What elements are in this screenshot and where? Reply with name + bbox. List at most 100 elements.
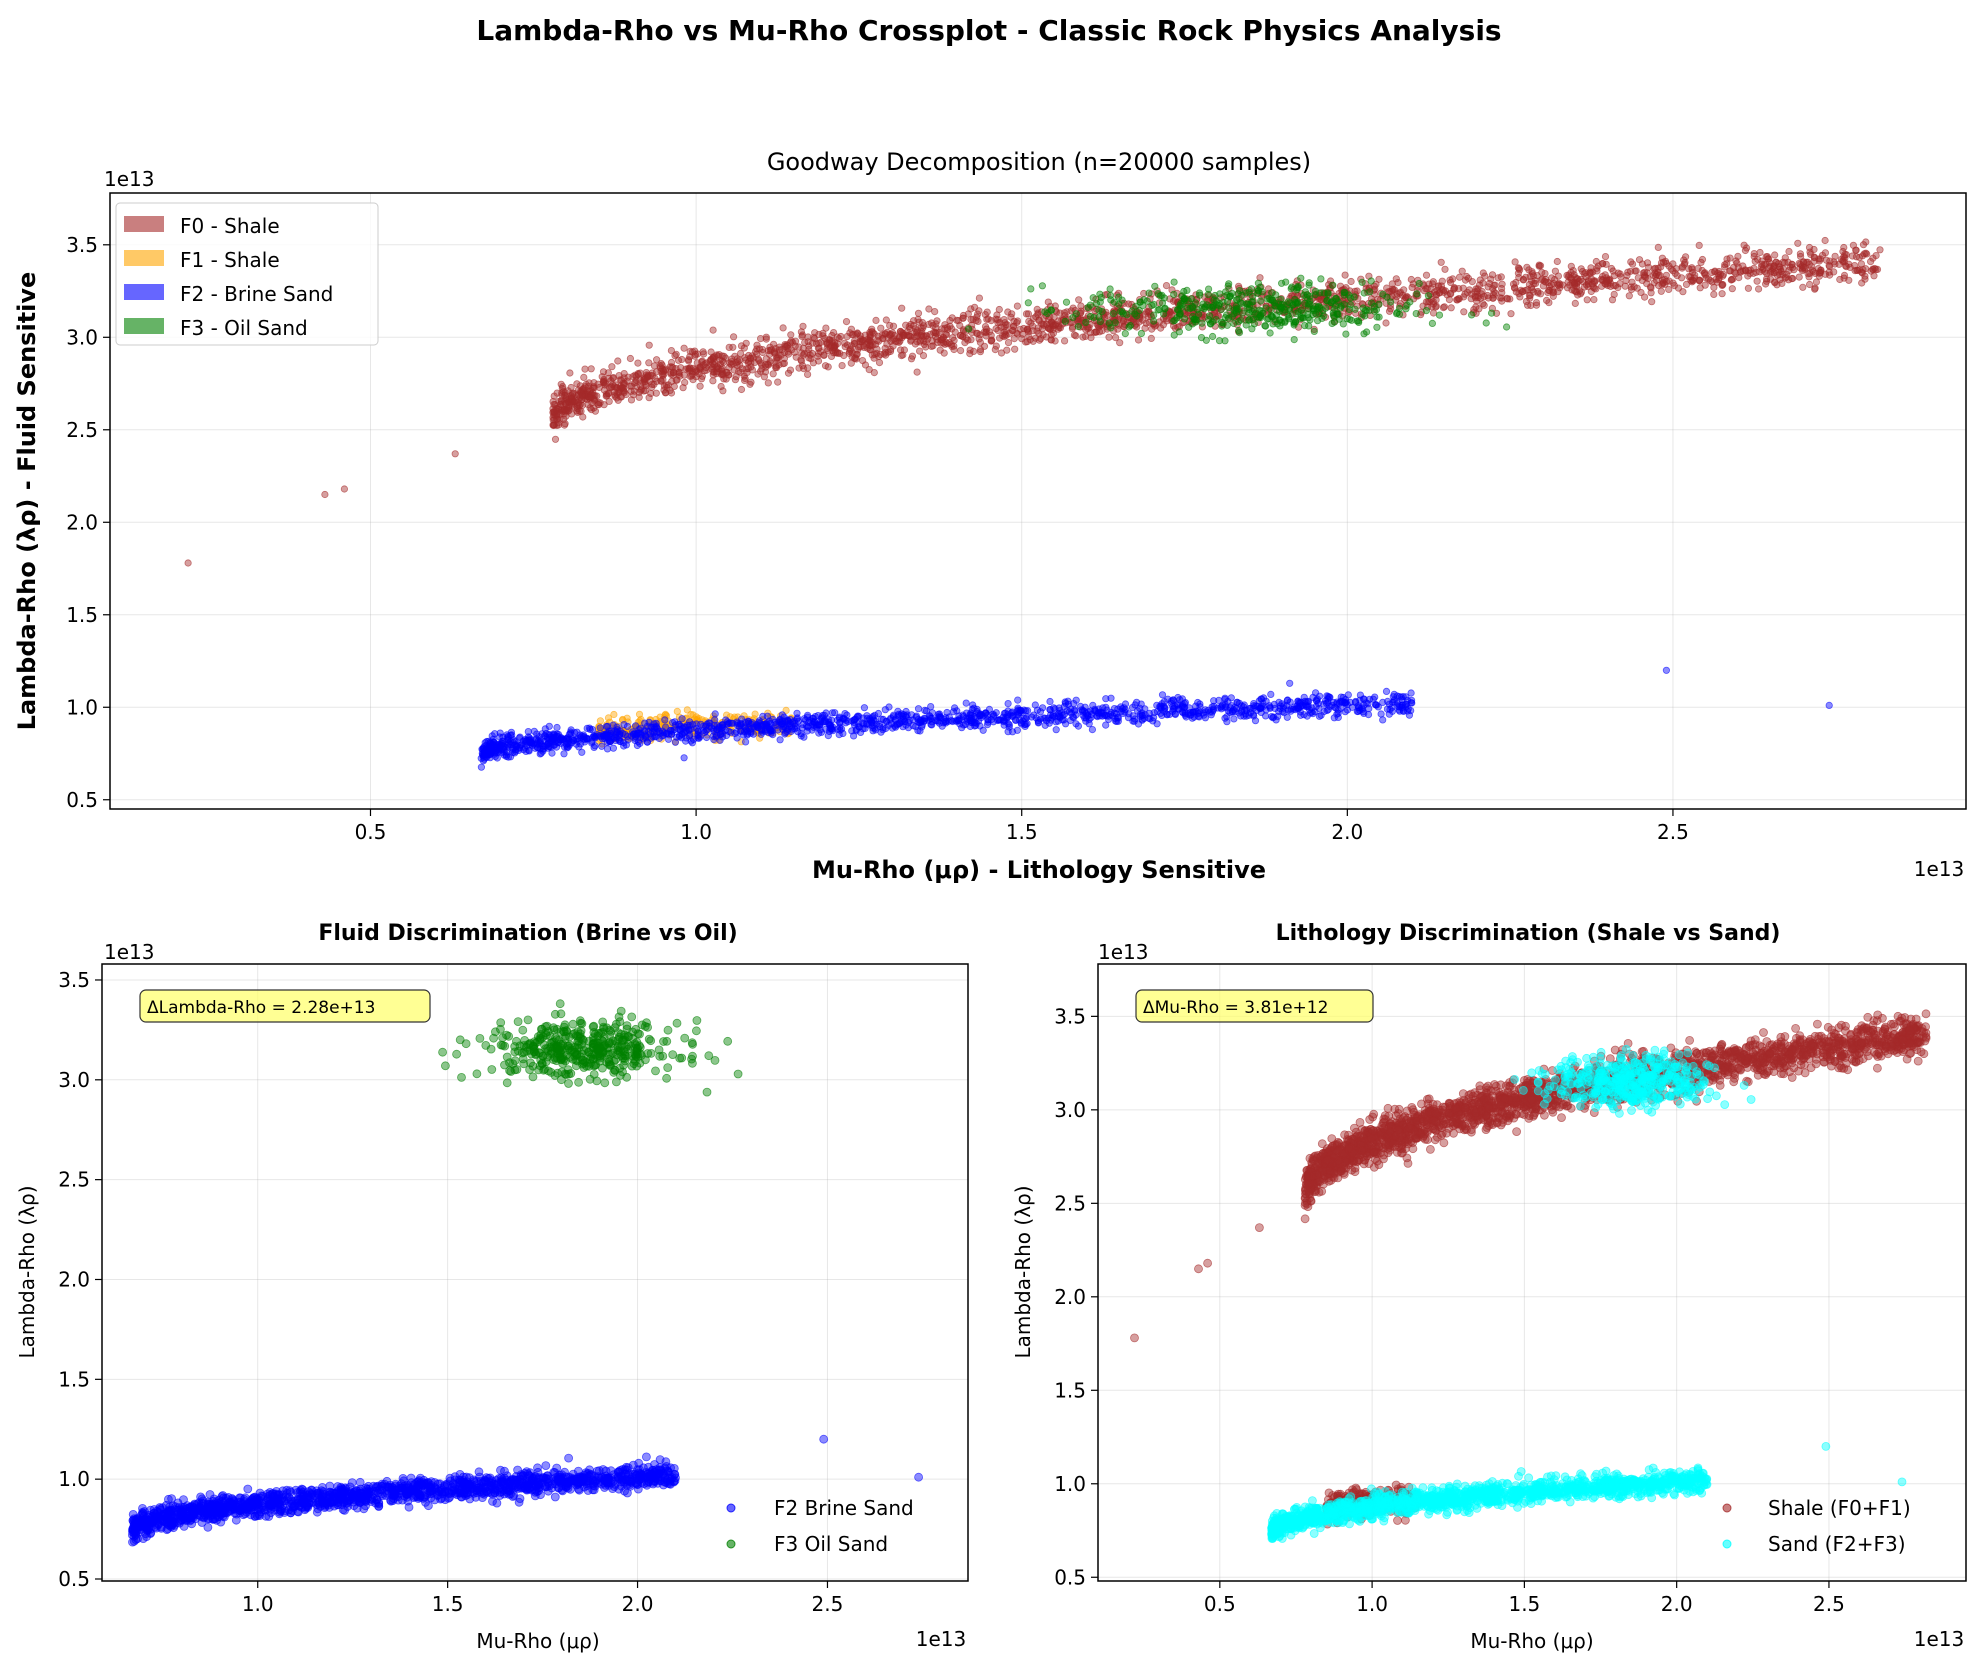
top-series-3-point-4440	[1245, 288, 1253, 296]
top-series-2-point-3833	[504, 732, 512, 740]
top-series-0-point-1809	[1861, 272, 1869, 280]
top-series-0-point-815	[1741, 246, 1750, 255]
top-series-3-point-4423	[1311, 291, 1319, 299]
top-series-3-point-4456	[1158, 291, 1166, 299]
top-series-0-point-307	[1799, 283, 1807, 291]
top-xtick-label-0: 0.5	[355, 820, 387, 844]
top-series-0-point-1242	[1583, 296, 1591, 304]
top-series-2-point-3988	[745, 724, 753, 732]
top-series-0-point-1373	[1075, 296, 1083, 304]
top-series-3-point-4245	[1211, 291, 1219, 300]
top-series-2-point-4050	[1398, 696, 1406, 704]
top-series-0-point-2092	[1821, 270, 1830, 278]
legend-patch-f0	[124, 216, 164, 232]
top-series-2-point-4002	[938, 722, 946, 730]
top-series-2-point-3874	[1158, 691, 1167, 699]
top-series-3-point-4133	[1061, 317, 1069, 325]
top-series-0-point-2262	[850, 354, 859, 363]
top-series-0-point-2042	[1476, 276, 1484, 284]
top-ytick-label-1: 1.0	[66, 695, 98, 719]
top-series-3-point-4435	[1195, 310, 1203, 318]
top-series-2-point-3583	[1102, 695, 1110, 703]
top-series-0-point-1840	[784, 369, 793, 377]
top-series-3-point-4114	[1106, 285, 1114, 293]
top-series-2-point-3490	[603, 745, 612, 753]
top-series-2-point-4001	[1079, 711, 1087, 719]
top-series-3-point-4346	[1422, 306, 1431, 315]
top-series-0-point-2227	[1542, 278, 1550, 286]
top-series-0-point-2183	[881, 330, 890, 338]
top-series-0-point-766	[1753, 277, 1761, 285]
top-series-0-point-2123	[729, 333, 738, 341]
top-series-2-point-3848	[1013, 707, 1021, 716]
top-series-0-point-2275	[1464, 274, 1473, 282]
top-series-0-point-1605	[1637, 288, 1645, 297]
top-series-2-point-3407	[953, 707, 961, 715]
top-series-0-point-2125	[1458, 267, 1466, 275]
top-series-0-point-2145	[1638, 276, 1646, 284]
top-series-0-point-2266	[899, 351, 907, 359]
top-series-2-point-4022	[565, 730, 574, 738]
top-series-0-point-2230	[578, 392, 586, 400]
top-series-3-point-4184	[1170, 290, 1178, 298]
top-series-2-point-3858	[916, 716, 924, 725]
top-series-0-point-2233	[1715, 275, 1723, 283]
top-series-2-point-3893	[560, 750, 568, 758]
top-series-0-point-1859	[814, 357, 823, 365]
top-series-0-point-2023	[562, 406, 570, 415]
top-series-0-point-1328	[1806, 280, 1814, 289]
top-series-2-point-3748	[1313, 697, 1321, 705]
top-series-3-point-4257	[1175, 328, 1184, 336]
top-series-0-point-2167	[1527, 301, 1535, 310]
top-series-2-point-4037	[995, 715, 1003, 724]
top-series-2-point-3865	[1005, 723, 1013, 731]
top-series-3-point-4460	[1355, 318, 1363, 326]
top-series-3-point-4475	[1318, 314, 1326, 322]
top-series-2-point-4027	[836, 719, 844, 727]
top-series-2-point-3772	[844, 717, 852, 726]
top-series-2-point-4057	[921, 706, 929, 715]
top-series-2-point-3426	[1251, 717, 1260, 725]
top-series-0-point-466	[1112, 333, 1120, 342]
top-series-2-point-3940	[1365, 704, 1373, 713]
top-series-0-point-1726	[919, 351, 928, 360]
top-series-0-point-1403	[1573, 280, 1581, 288]
top-series-3-point-4445	[1178, 300, 1186, 308]
top-series-0-point-1516	[1070, 331, 1079, 339]
top-series-0-point-1140	[1147, 334, 1155, 342]
top-series-3-point-4459	[1336, 304, 1345, 312]
top-series-0-point-1041	[1625, 292, 1633, 300]
top-series-0-point-2064	[1047, 336, 1055, 344]
top-series-0-point-1993	[1656, 271, 1664, 279]
top-series-2-point-3120	[1046, 697, 1054, 706]
top-series-0-point-2280	[1575, 287, 1584, 295]
top-series-3-point-4484	[1207, 320, 1215, 328]
top-series-0-point-2084	[1857, 260, 1866, 268]
top-series-0-point-1888	[1084, 325, 1092, 333]
top-series-3-point-4425	[1395, 304, 1404, 312]
top-series-0-point-1954	[1608, 296, 1617, 304]
top-series-0-point-2033	[1535, 261, 1543, 269]
top-series-0-point-1146	[1021, 338, 1030, 346]
top-series-0-point-2006	[1757, 263, 1765, 271]
top-series-3-point-4361	[1086, 301, 1095, 309]
top-series-0-point-2248	[1584, 276, 1593, 284]
top-series-3-point-4286	[1145, 289, 1153, 297]
top-series-2-point-3850	[621, 730, 629, 739]
top-series-2-point-3970	[827, 722, 835, 730]
top-series-0-point-71	[1394, 278, 1402, 287]
top-series-3-point-4175	[1367, 277, 1375, 285]
top-series-0-point-1920	[1650, 279, 1658, 287]
top-series-0-point-1680	[1789, 274, 1797, 283]
top-series-0-point-1655	[843, 341, 852, 349]
top-series-0-point-2001	[756, 367, 765, 375]
top-series-2-point-4056	[680, 754, 688, 762]
top-series-0-point-2111	[1770, 262, 1778, 270]
top-series-0-point-1969	[914, 315, 922, 323]
top-series-3-point-4144	[1209, 332, 1217, 341]
top-series-0-point-2253	[797, 357, 806, 365]
top-series-3-point-4279	[1482, 319, 1490, 327]
top-series-1-point-2526	[687, 710, 695, 719]
top-series-0-point-2150	[662, 365, 670, 373]
top-series-0-point-995	[1441, 265, 1449, 273]
